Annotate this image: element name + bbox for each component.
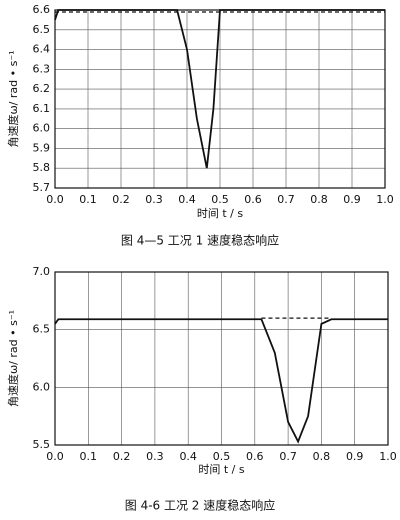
x-tick-label: 0.8 bbox=[310, 193, 328, 206]
y-tick-label: 6.3 bbox=[33, 62, 51, 75]
x-tick-label: 0.3 bbox=[146, 450, 164, 463]
x-tick-label: 0.9 bbox=[346, 450, 364, 463]
x-tick-label: 0.6 bbox=[246, 450, 264, 463]
x-tick-label: 0.0 bbox=[46, 193, 64, 206]
figure-caption: 图 4-6 工况 2 速度稳态响应 bbox=[125, 498, 276, 513]
x-tick-label: 0.2 bbox=[112, 193, 130, 206]
y-tick-label: 5.8 bbox=[33, 161, 51, 174]
y-tick-label: 5.9 bbox=[33, 141, 51, 154]
x-tick-label: 0.9 bbox=[343, 193, 361, 206]
data-line bbox=[54, 9, 385, 169]
x-tick-label: 0.7 bbox=[277, 193, 295, 206]
y-tick-label: 6.2 bbox=[33, 82, 51, 95]
y-axis-label: 角速度ω/ rad • s⁻¹ bbox=[6, 50, 20, 147]
x-axis-label: 时间 t / s bbox=[198, 463, 245, 476]
x-tick-label: 0.3 bbox=[145, 193, 163, 206]
y-tick-label: 6.0 bbox=[33, 380, 51, 393]
y-tick-label: 6.5 bbox=[33, 323, 51, 336]
x-tick-label: 0.8 bbox=[313, 450, 331, 463]
y-tick-label: 5.5 bbox=[33, 438, 51, 451]
y-tick-label: 6.0 bbox=[33, 122, 51, 135]
x-tick-label: 0.6 bbox=[244, 193, 262, 206]
x-tick-label: 0.0 bbox=[46, 450, 64, 463]
x-axis-label: 时间 t / s bbox=[197, 207, 244, 220]
y-axis-label: 角速度ω/ rad • s⁻¹ bbox=[6, 310, 20, 407]
figure-caption: 图 4—5 工况 1 速度稳态响应 bbox=[121, 233, 279, 248]
y-tick-label: 6.6 bbox=[33, 3, 51, 16]
x-tick-label: 1.0 bbox=[376, 193, 394, 206]
y-tick-label: 6.5 bbox=[33, 23, 51, 36]
x-tick-label: 0.5 bbox=[211, 193, 229, 206]
y-tick-label: 5.7 bbox=[33, 181, 51, 194]
x-tick-label: 0.4 bbox=[178, 193, 196, 206]
y-tick-label: 6.1 bbox=[33, 102, 51, 115]
x-tick-label: 0.1 bbox=[79, 193, 97, 206]
y-tick-label: 6.4 bbox=[33, 43, 51, 56]
x-tick-label: 1.0 bbox=[379, 450, 397, 463]
x-tick-label: 0.1 bbox=[80, 450, 98, 463]
plot-frame bbox=[54, 271, 389, 446]
x-tick-label: 0.5 bbox=[213, 450, 231, 463]
y-tick-label: 7.0 bbox=[33, 265, 51, 278]
data-line bbox=[54, 318, 388, 444]
x-tick-label: 0.7 bbox=[279, 450, 297, 463]
x-tick-label: 0.4 bbox=[179, 450, 197, 463]
x-tick-label: 0.2 bbox=[113, 450, 131, 463]
